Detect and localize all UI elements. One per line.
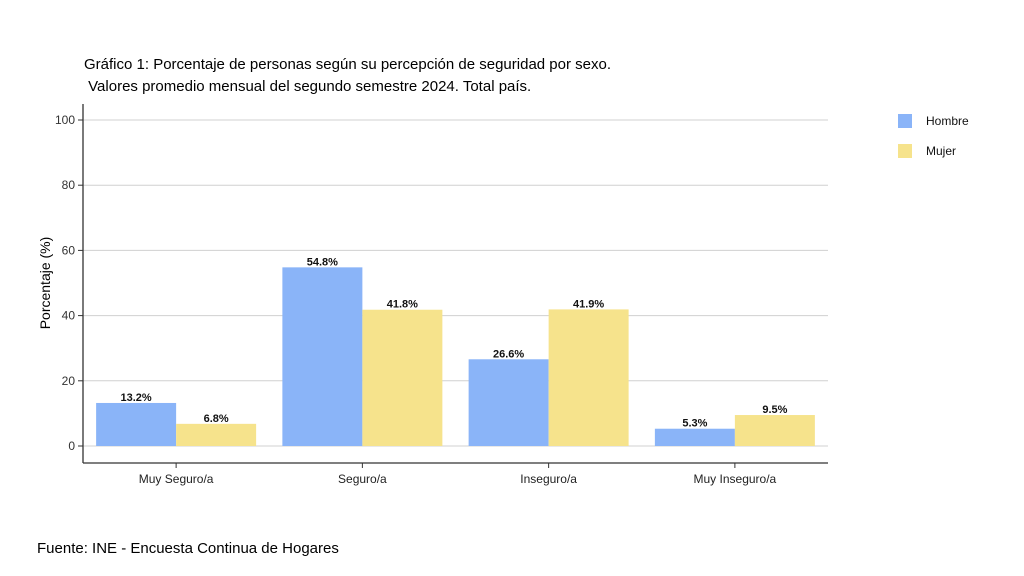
value-label: 26.6%: [493, 348, 524, 360]
x-category-label: Muy Inseguro/a: [694, 472, 777, 486]
x-category-label: Inseguro/a: [520, 472, 577, 486]
bar-hombre: [96, 402, 177, 446]
bars: [96, 267, 815, 446]
y-axis-label: Porcentaje (%): [37, 237, 53, 330]
bar-mujer: [362, 309, 443, 446]
y-tick-labels: 0 20 40 60 80 100: [55, 113, 83, 453]
y-tick-label: 20: [62, 374, 76, 388]
chart-title: Gráfico 1: Porcentaje de personas según …: [84, 56, 611, 73]
y-tick-label: 0: [68, 439, 75, 453]
value-label: 5.3%: [682, 418, 707, 430]
bar-hombre: [468, 359, 549, 446]
bar-hombre: [282, 267, 363, 446]
x-category-label: Seguro/a: [338, 472, 387, 486]
legend-swatch-mujer: [898, 144, 912, 158]
bar-mujer: [734, 415, 815, 446]
value-label: 41.9%: [573, 298, 604, 310]
value-label: 9.5%: [762, 404, 787, 416]
gridlines: [83, 119, 828, 447]
bar-mujer: [548, 309, 629, 446]
y-tick-label: 100: [55, 113, 75, 127]
y-tick-label: 40: [62, 309, 76, 323]
y-tick-label: 60: [62, 243, 76, 257]
value-label: 41.8%: [387, 299, 418, 311]
chart-title-block: Gráfico 1: Porcentaje de personas según …: [84, 54, 611, 98]
value-label: 54.8%: [307, 256, 338, 268]
axes: [82, 104, 828, 464]
legend-swatch-hombre: [898, 114, 912, 128]
legend-label-hombre: Hombre: [926, 114, 969, 128]
x-category-label: Muy Seguro/a: [139, 472, 214, 486]
value-label: 6.8%: [204, 413, 229, 425]
legend-label-mujer: Mujer: [926, 144, 956, 158]
value-labels: 13.2% 6.8% 54.8% 41.8% 26.6% 41.9% 5.3% 9.5%: [121, 256, 788, 429]
legend: Hombre Mujer: [898, 114, 969, 158]
chart-subtitle: Valores promedio mensual del segundo sem…: [84, 78, 532, 95]
bar-mujer: [176, 423, 257, 446]
source-note: Fuente: INE - Encuesta Continua de Hogar…: [37, 540, 339, 557]
x-category-labels: Muy Seguro/a Seguro/a Inseguro/a Muy Insegu…: [139, 463, 777, 486]
value-label: 13.2%: [121, 392, 152, 404]
y-tick-label: 80: [62, 178, 76, 192]
bar-hombre: [654, 428, 735, 446]
